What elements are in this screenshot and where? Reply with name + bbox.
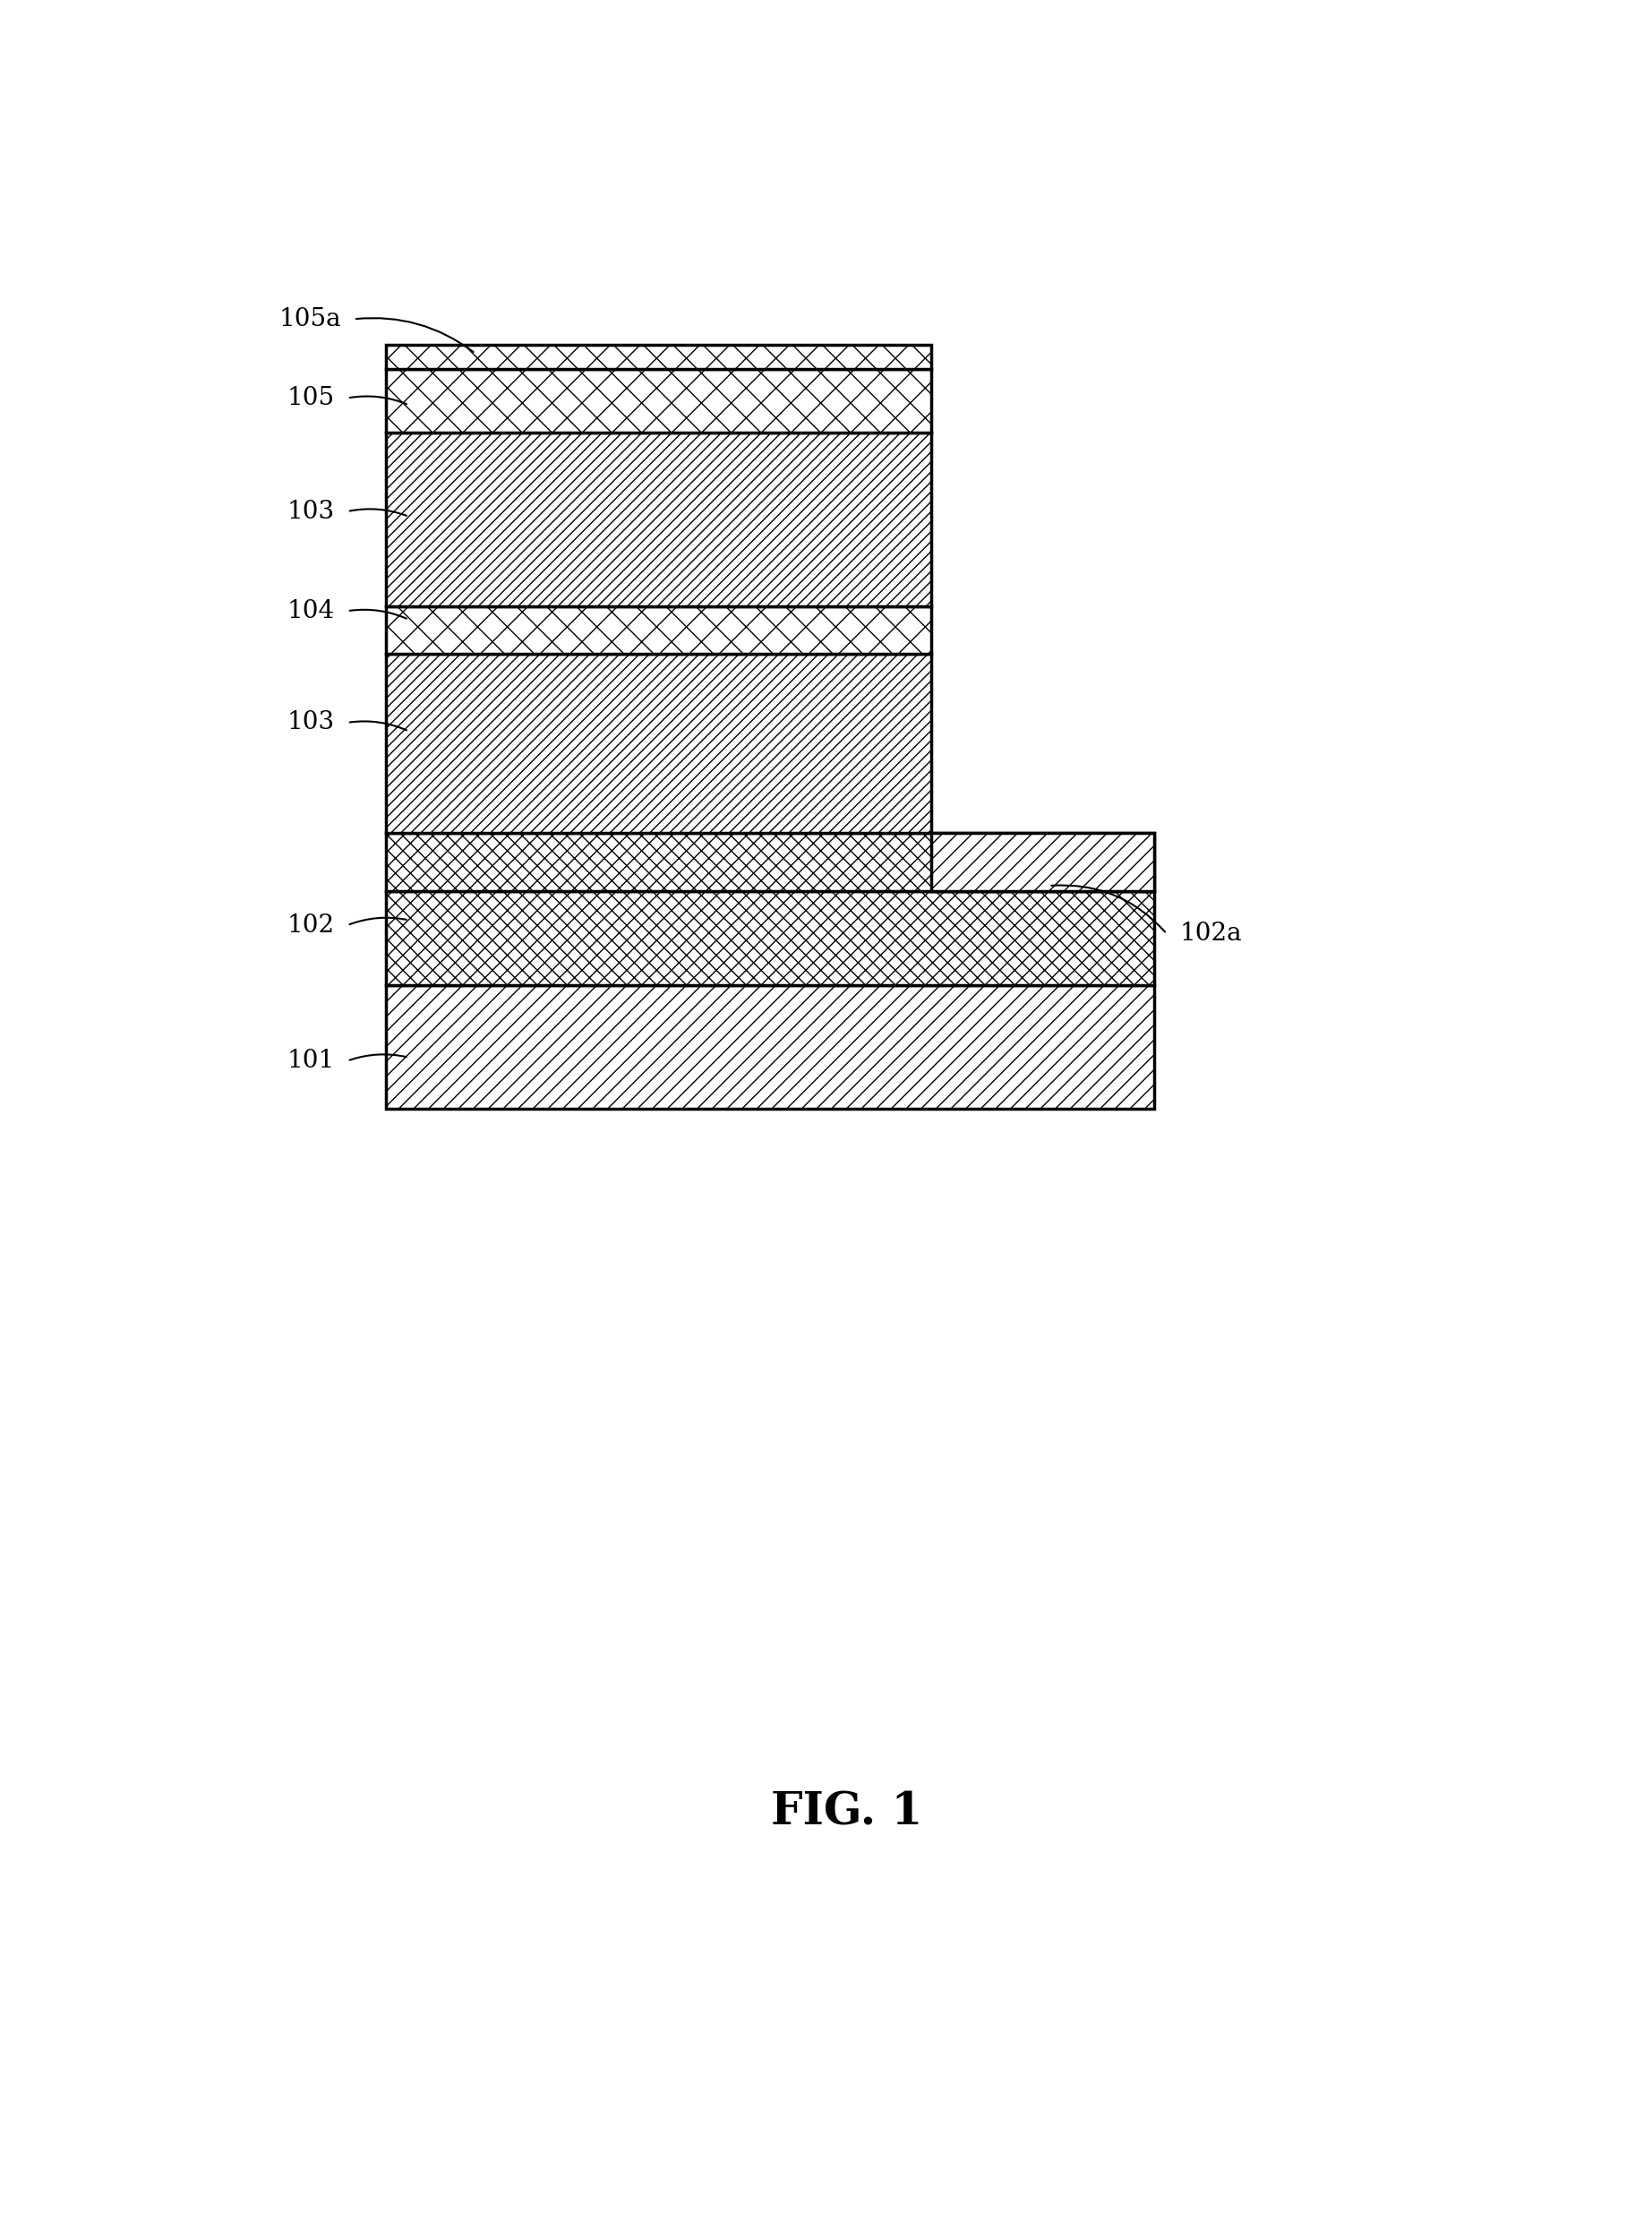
Text: FIG. 1: FIG. 1 xyxy=(771,1791,922,1835)
Text: 101: 101 xyxy=(287,1048,334,1073)
Text: 105a: 105a xyxy=(279,308,340,332)
Bar xyxy=(387,892,1153,986)
Bar xyxy=(387,368,932,433)
Bar xyxy=(387,832,1153,892)
Bar xyxy=(387,607,932,653)
Text: 102a: 102a xyxy=(1180,921,1242,946)
Text: 102: 102 xyxy=(287,912,334,937)
Bar xyxy=(387,653,932,832)
Text: 103: 103 xyxy=(287,711,334,734)
Bar xyxy=(387,986,1153,1108)
Bar xyxy=(387,433,932,607)
Text: 104: 104 xyxy=(287,600,334,622)
Bar xyxy=(932,832,1153,892)
Text: 103: 103 xyxy=(287,500,334,524)
Bar xyxy=(387,346,932,368)
Text: 105: 105 xyxy=(287,386,334,410)
